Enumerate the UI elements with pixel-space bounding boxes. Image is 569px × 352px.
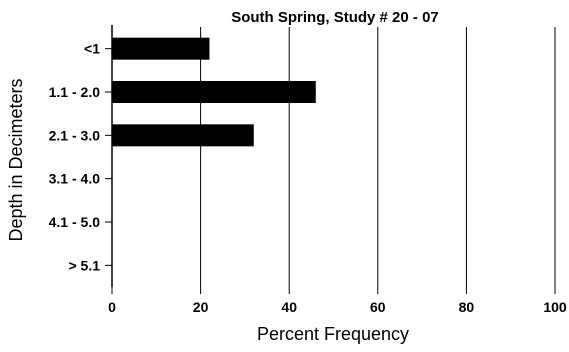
axes: [105, 25, 556, 294]
x-tick-label-60: 60: [370, 299, 386, 315]
x-axis-label: Percent Frequency: [257, 324, 409, 344]
y-tick-label-2: 2.1 - 3.0: [49, 127, 101, 143]
y-axis-label: Depth in Decimeters: [6, 78, 26, 241]
bar-0: [112, 37, 210, 60]
y-tick-label-4: 4.1 - 5.0: [49, 214, 101, 230]
bars: [112, 37, 316, 147]
y-tick-label-5: > 5.1: [68, 257, 100, 273]
chart-title: South Spring, Study # 20 - 07: [231, 9, 439, 26]
bar-1: [112, 81, 316, 103]
bar-2: [112, 124, 254, 147]
x-tick-label-100: 100: [543, 299, 567, 315]
tick-labels: 0 20 40 60 80 100 <1 1.1 - 2.0 2.1 - 3.0 3.1 - 4.…: [49, 41, 567, 315]
grid-lines: [200, 27, 556, 287]
y-tick-label-0: <1: [84, 41, 100, 57]
x-tick-label-20: 20: [193, 299, 209, 315]
y-tick-label-1: 1.1 - 2.0: [49, 84, 101, 100]
y-tick-label-3: 3.1 - 4.0: [49, 171, 101, 187]
x-tick-label-40: 40: [281, 299, 297, 315]
x-tick-label-0: 0: [108, 299, 116, 315]
x-tick-label-80: 80: [459, 299, 475, 315]
